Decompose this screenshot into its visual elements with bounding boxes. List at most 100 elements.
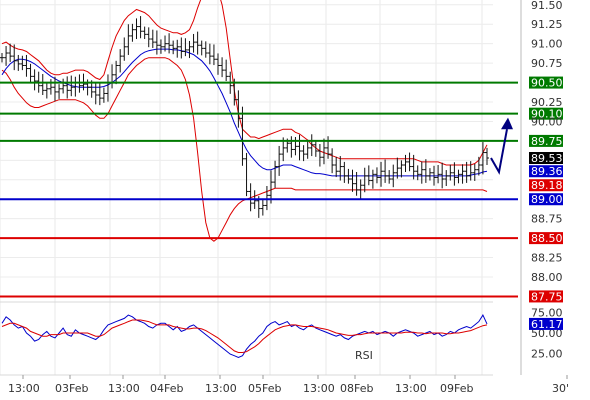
price-bar [452,162,457,186]
price-bar [32,69,37,91]
level-badge [529,134,563,147]
price-bar [346,168,351,184]
level-label: 89.00 [531,193,563,206]
price-tick-label: 88.00 [531,271,563,284]
price-bar [118,49,123,73]
price-tick-label: 90.00 [531,115,563,128]
price-bar [427,168,432,181]
price-bar [472,163,477,181]
price-bar [297,134,302,161]
time-tick-label: 13:00 [108,382,140,395]
price-bar [126,24,131,55]
price-bar [16,54,21,71]
price-bar [4,46,9,66]
price-bar [289,136,294,158]
price-bar [150,29,155,48]
price-bar [138,16,143,39]
rsi-value-badge [529,317,563,330]
level-badge [529,193,563,206]
price-bar [187,40,192,59]
price-bar [240,106,245,166]
price-bar [440,162,445,189]
forecast-arrow [490,117,513,175]
level-badge [529,76,563,89]
value-badge-label: 89.18 [531,179,563,192]
price-bar [330,148,335,174]
time-tick-label: 30' [552,382,569,395]
rsi-title: RSI [355,349,373,362]
price-bar [224,59,229,82]
forecast-arrow-line [490,129,508,175]
price-bar [419,161,424,184]
price-bar [277,145,282,176]
price-bar [44,82,49,99]
price-bar [448,164,453,181]
price-bar [432,165,437,186]
price-bar [415,165,420,181]
price-bar [423,159,428,183]
value-badge [529,152,563,165]
price-bar [264,186,269,211]
price-bar [260,198,265,216]
time-tick-label: 13:00 [395,382,427,395]
price-bar [338,156,343,181]
level-label: 89.75 [531,135,563,148]
price-bar [163,35,168,52]
price-bar [358,179,363,200]
price-bar [248,183,253,212]
price-bar [175,39,180,58]
price-bar [395,157,400,179]
time-tick-label: 08Feb [340,382,373,395]
price-bar [28,63,33,83]
price-bar [305,139,310,159]
price-bar [93,82,98,105]
price-bar [8,43,13,62]
price-bar [379,161,384,187]
price-bar [436,165,441,184]
price-bar [374,167,379,184]
price-bar [65,76,70,99]
price-bar [317,144,322,167]
price-bar [383,159,388,183]
price-bar [370,169,375,189]
price-bar [236,90,241,128]
price-bar [362,167,367,193]
level-label: 88.50 [531,232,563,245]
price-bar [350,169,355,192]
price-bar [154,30,159,55]
price-bars [0,16,489,218]
price-bar [183,38,188,57]
price-bar [407,152,412,172]
value-badge [529,165,563,178]
level-label: 90.10 [531,108,563,121]
price-axis: 88.00 88.25 88.75 90.00 90.25 90.75 91.00 91.25… [520,0,563,375]
price-bar [480,142,485,175]
price-bar [199,40,204,56]
price-bar [142,26,147,40]
level-badge [529,290,563,303]
price-bar [387,170,392,184]
price-bar [97,83,102,106]
price-bar [40,74,45,96]
price-bar [411,154,416,180]
price-bar [20,55,25,71]
price-bar [468,161,473,181]
support-resistance-levels: 90.50 90.10 89.75 89.00 88.50 87.75 [0,76,563,303]
value-badge-label: 89.36 [531,165,563,178]
rsi-tick-label: 75.00 [531,307,563,320]
price-bar [476,156,481,176]
level-badge [529,232,563,245]
price-bar [146,27,151,48]
price-tick-label: 88.75 [531,213,563,226]
price-bar [301,145,306,162]
price-bar [399,160,404,178]
price-bar [268,170,273,204]
price-bar [391,164,396,188]
price-bar [444,170,449,187]
price-bar [101,87,106,103]
price-bar [158,39,163,54]
price-bar [273,160,278,188]
price-bar [203,41,208,58]
forecast-arrow-head [501,117,513,130]
time-tick-label: 04Feb [150,382,183,395]
